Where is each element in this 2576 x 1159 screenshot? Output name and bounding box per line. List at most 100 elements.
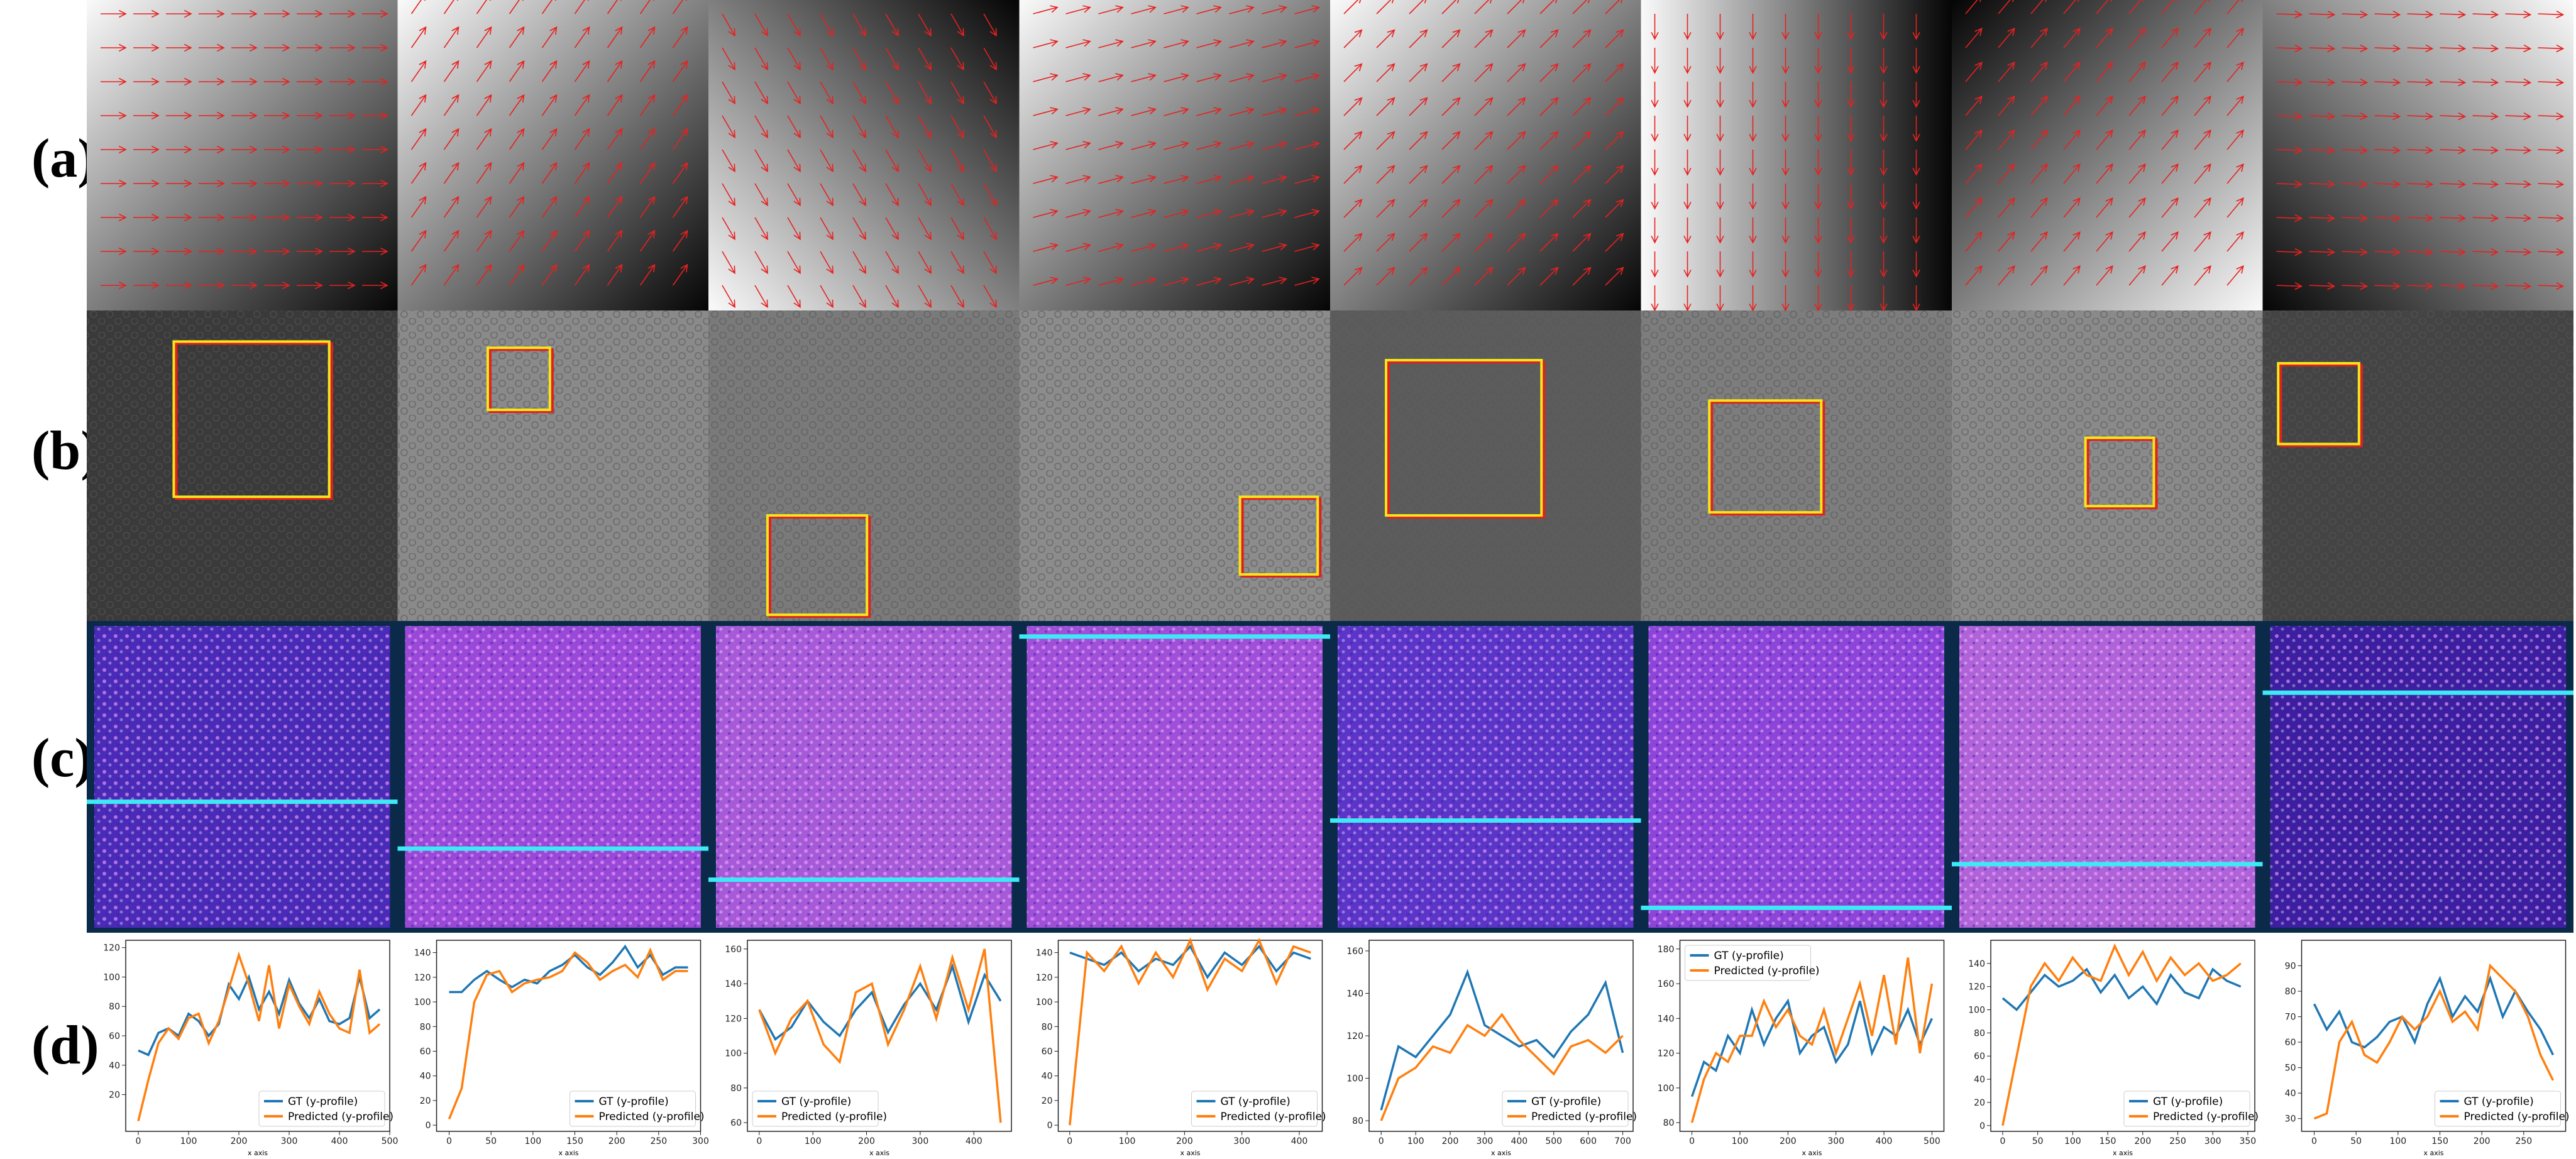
x-tick-label: 0 [1689,1136,1695,1146]
vector-arrow [1998,62,2015,82]
vector-arrow [509,263,525,286]
vector-arrow [2226,163,2244,184]
vector-arrow [199,247,225,256]
vector-arrow [1651,48,1659,74]
vector-arrow [1033,141,1059,150]
vector-arrow [1539,29,1559,48]
x-tick-label: 50 [2032,1136,2044,1146]
vector-arrow [1474,29,1494,48]
vector-arrow [2342,10,2369,19]
vector-arrow [476,195,492,218]
vector-arrow [2505,282,2532,290]
profile-curve [2001,943,2242,1126]
vector-arrow [443,94,460,116]
vector-arrow [607,128,623,150]
vector-arrow [1912,184,1920,210]
vector-arrow [1716,150,1724,176]
vector-arrow [410,162,427,184]
vector-arrow [1814,82,1822,108]
y-tick-label: 20 [420,1096,431,1106]
y-tick-label: 20 [1974,1098,1985,1108]
profile-curve [1380,969,1624,1111]
vector-arrow [983,115,997,139]
vector-arrow [2161,197,2179,218]
vector-arrow [2538,10,2565,19]
vector-arrow [1033,107,1059,116]
x-tick-label: 600 [1580,1136,1597,1146]
vector-arrow [1376,233,1395,252]
vector-arrow [231,179,258,188]
vector-arrow [443,60,460,82]
profile-curve [1690,998,1933,1097]
vector-arrow [1474,165,1494,184]
vector-arrow [166,179,192,188]
vector-arrow [264,111,290,120]
vector-arrow [199,145,225,154]
vector-arrow [2309,214,2336,222]
x-tick-label: 0 [2311,1136,2317,1146]
x-axis-label: x axis [869,1149,889,1157]
vector-arrow [1507,97,1526,116]
vector-arrow [607,0,622,14]
vector-arrow [1343,233,1363,252]
vector-arrow [1716,116,1724,142]
vector-arrow [918,217,932,241]
vector-arrow [2063,231,2081,252]
vector-arrow [2374,214,2401,222]
vector-arrow [1781,116,1790,142]
vector-arrow [852,115,866,139]
legend-box [752,1090,879,1127]
x-tick-label: 200 [1176,1136,1193,1146]
vector-arrow [1912,150,1920,176]
x-tick-label: 350 [2239,1136,2256,1146]
vector-arrow [297,179,323,188]
y-tick-label: 140 [725,979,742,989]
vector-arrow [1294,141,1320,150]
region-box [1710,401,1825,516]
vector-arrow [1781,184,1790,210]
vector-arrow [1033,209,1059,218]
vector-arrow [983,81,997,105]
vector-arrow [1683,48,1692,74]
vector-arrow [1294,175,1320,184]
profile-curve [448,947,688,1120]
vector-arrow [1065,175,1091,184]
y-tick-label: 140 [1658,1014,1675,1024]
vector-arrow [639,94,656,116]
vector-arrow [199,213,225,222]
vector-arrow [541,128,558,150]
vector-arrow [2226,231,2244,252]
vector-arrow [1847,116,1855,142]
vector-arrow [2374,180,2401,189]
vector-arrow [133,145,160,154]
vector-arrow [1683,251,1692,278]
vector-arrow [1880,217,1888,244]
vector-arrow [1781,150,1790,176]
field-image [1641,0,1952,310]
vector-arrow [1683,14,1692,40]
vector-arrow [1343,266,1363,286]
vector-arrow [509,195,525,218]
vector-arrow [885,251,899,275]
vector-arrow [2161,163,2179,184]
vector-arrow [852,47,866,71]
vector-arrow [574,60,590,82]
vector-arrow [1474,97,1494,116]
vector-arrow [2538,282,2565,290]
vector-arrow [101,247,127,256]
micrograph-texture [2262,310,2573,621]
vector-arrow [787,47,801,71]
vector-arrow [1262,175,1287,184]
vector-arrow [541,229,558,252]
vector-arrow [2309,282,2336,290]
vector-arrow [1716,14,1724,40]
vector-arrow [541,26,558,48]
x-tick-label: 100 [805,1136,822,1146]
vector-arrow [1164,5,1189,14]
vector-arrow [2128,197,2146,218]
vector-arrow [2063,197,2081,218]
legend-label: GT (y-profile) [781,1096,851,1108]
vector-arrow [297,9,323,18]
vector-arrow [1539,131,1559,150]
vector-arrow [1409,97,1428,116]
